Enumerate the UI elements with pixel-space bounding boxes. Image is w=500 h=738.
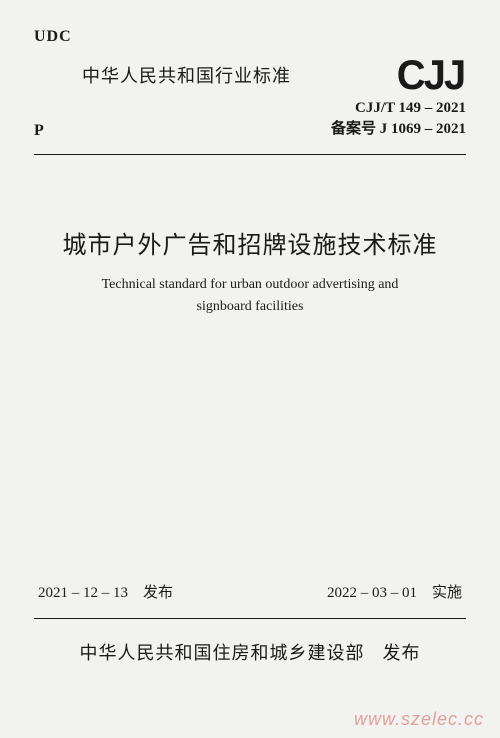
title-english-line2: signboard facilities [197, 299, 304, 314]
effective-date: 2022 – 03 – 01 实施 [327, 581, 462, 602]
watermark-text: www.szelec.cc [354, 709, 484, 730]
logo-block: CJJ [395, 56, 466, 94]
bottom-divider [34, 618, 466, 619]
publisher-org: 中华人民共和国住房和城乡建设部 [80, 643, 365, 663]
udc-label: UDC [34, 28, 466, 46]
cjj-logo: CJJ [397, 56, 465, 94]
header-row: 中华人民共和国行业标准 CJJ [34, 56, 466, 94]
title-english-line1: Technical standard for urban outdoor adv… [102, 277, 399, 292]
publisher-line: 中华人民共和国住房和城乡建设部发布 [34, 639, 466, 665]
title-chinese: 城市户外广告和招牌设施技术标准 [34, 225, 466, 260]
issue-date: 2021 – 12 – 13 发布 [38, 581, 173, 602]
title-english: Technical standard for urban outdoor adv… [34, 274, 466, 319]
standard-code: CJJ/T 149 – 2021 [34, 98, 466, 119]
document-page: UDC 中华人民共和国行业标准 CJJ CJJ/T 149 – 2021 备案号… [0, 0, 500, 738]
top-divider [34, 154, 466, 155]
title-block: 城市户外广告和招牌设施技术标准 Technical standard for u… [34, 225, 466, 319]
publisher-action: 发布 [383, 643, 421, 663]
dates-row: 2021 – 12 – 13 发布 2022 – 03 – 01 实施 [34, 581, 466, 602]
industry-standard-label: 中华人民共和国行业标准 [82, 62, 291, 88]
